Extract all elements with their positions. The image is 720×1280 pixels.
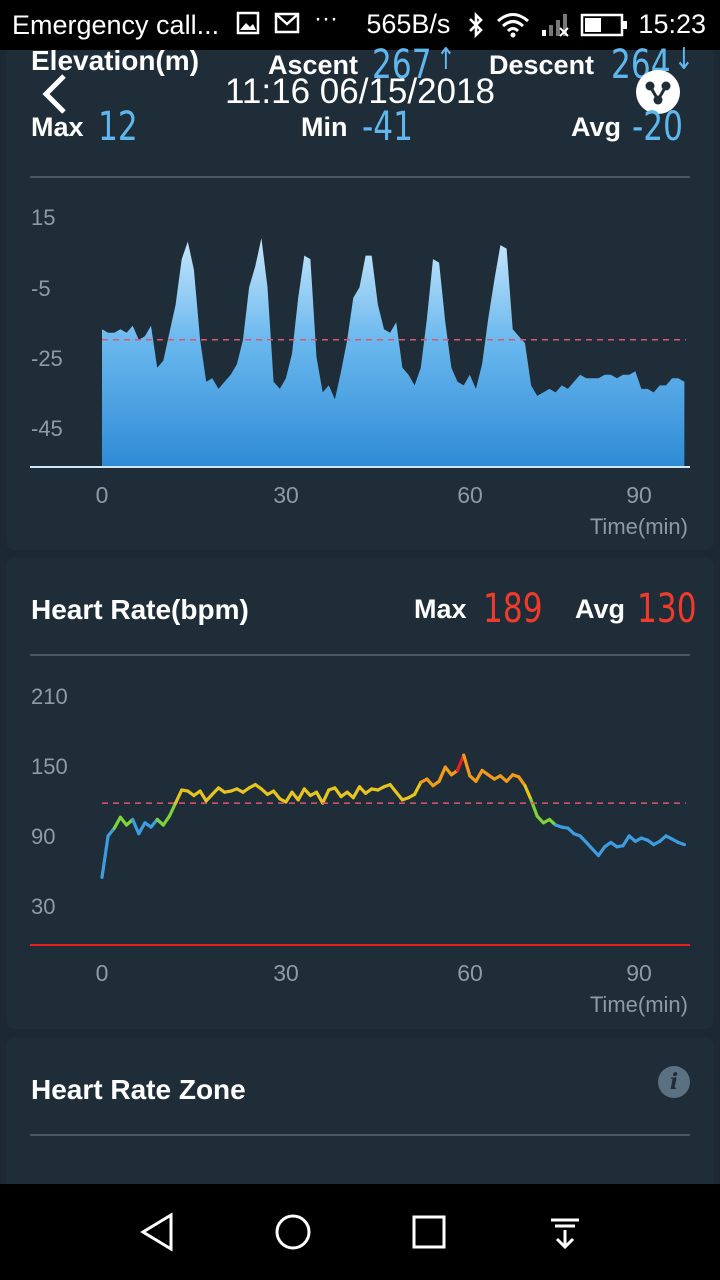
heart-rate-zone-card <box>6 1037 714 1185</box>
elevation-x-tick: 0 <box>95 482 109 508</box>
share-button[interactable] <box>636 70 680 114</box>
heart-rate-segment <box>394 790 404 802</box>
elevation-area <box>102 238 685 466</box>
wifi-icon <box>497 12 530 37</box>
heart-rate-segment <box>621 834 631 848</box>
heart-rate-segment <box>296 787 306 802</box>
heart-rate-y-tick: 210 <box>31 684 68 709</box>
heart-rate-max-value: 189 <box>483 586 543 632</box>
heart-rate-card <box>6 557 714 1029</box>
heart-rate-segment <box>198 789 208 803</box>
heart-rate-segment <box>351 785 362 800</box>
share-icon <box>645 81 671 105</box>
heart-rate-segment <box>161 814 171 827</box>
status-notification-title: Emergency call... <box>12 10 220 40</box>
heart-rate-segment <box>321 788 331 805</box>
heart-rate-x-unit: Time(min) <box>589 992 688 1017</box>
signal-icon <box>542 13 570 37</box>
heart-rate-segment <box>529 798 539 818</box>
heart-rate-title: Heart Rate(bpm) <box>31 594 249 625</box>
more-notifications-icon: ··· <box>314 5 338 32</box>
heart-rate-x-tick: 90 <box>626 960 652 986</box>
heart-rate-segment <box>523 784 533 802</box>
image-notification-icon <box>236 11 260 35</box>
heart-rate-segment <box>474 768 484 783</box>
heart-rate-y-tick: 90 <box>31 824 56 849</box>
navigation-bar <box>0 1184 720 1280</box>
network-speed: 565B/s <box>366 9 451 39</box>
back-triangle-icon[interactable] <box>127 1202 187 1262</box>
heart-rate-x-tick: 0 <box>95 960 109 986</box>
elevation-min-label: Min <box>301 112 348 142</box>
chevron-left-icon <box>42 74 66 114</box>
notification-pull-icon[interactable] <box>535 1202 595 1262</box>
heart-rate-divider <box>30 654 690 656</box>
battery-icon <box>581 13 628 36</box>
heart-rate-segment <box>167 801 178 818</box>
heart-rate-segment <box>455 753 466 773</box>
zone-divider <box>30 1134 690 1136</box>
heart-rate-segment <box>596 845 607 858</box>
ascent-value: 267 <box>372 42 432 88</box>
elevation-max-label: Max <box>31 112 84 142</box>
heart-rate-segment <box>174 788 184 805</box>
heart-rate-avg-value: 130 <box>637 586 697 632</box>
heart-rate-segment <box>333 786 343 799</box>
elevation-x-tick: 30 <box>273 482 299 508</box>
heart-rate-chart <box>30 753 690 946</box>
heart-rate-segment <box>462 753 472 778</box>
elevation-avg-label: Avg <box>571 112 622 142</box>
elevation-x-tick: 60 <box>457 482 483 508</box>
elevation-x-unit: Time(min) <box>589 514 688 539</box>
heart-rate-zone-title: Heart Rate Zone <box>31 1074 246 1105</box>
heart-rate-segment <box>149 817 159 829</box>
ascent-arrow-icon: ↑ <box>436 42 456 77</box>
ascent-label: Ascent <box>268 50 359 80</box>
elevation-max-value: 12 <box>98 104 138 150</box>
heart-rate-segment <box>314 790 325 805</box>
heart-rate-segment <box>413 780 423 797</box>
elevation-min-value: -41 <box>362 104 413 150</box>
elevation-y-tick: -5 <box>31 276 51 301</box>
heart-rate-segment <box>388 782 398 794</box>
recents-square-icon[interactable] <box>399 1202 459 1262</box>
heart-rate-max-label: Max <box>414 594 467 624</box>
descent-arrow-icon: ↓ <box>674 42 694 77</box>
info-icon[interactable]: i <box>658 1066 690 1098</box>
elevation-chart <box>30 238 690 468</box>
heart-rate-segment <box>284 790 294 804</box>
heart-rate-y-tick: 30 <box>31 894 56 919</box>
clock: 15:23 <box>638 9 706 39</box>
heart-rate-avg-label: Avg <box>575 594 626 624</box>
heart-rate-segment <box>106 826 116 838</box>
elevation-x-tick: 90 <box>626 482 652 508</box>
heart-rate-segment <box>112 815 123 830</box>
heart-rate-segment <box>272 789 282 801</box>
heart-rate-segment <box>443 765 453 777</box>
bluetooth-icon <box>469 11 484 38</box>
elevation-title: Elevation(m) <box>31 45 200 76</box>
elevation-avg-value: -20 <box>632 104 683 150</box>
heart-rate-x-tick: 30 <box>273 960 299 986</box>
home-circle-icon[interactable] <box>263 1202 323 1262</box>
workout-datetime: 11:16 06/15/2018 <box>225 72 495 111</box>
back-button[interactable] <box>38 70 78 118</box>
heart-rate-segment <box>517 775 527 788</box>
elevation-y-tick: -45 <box>31 416 63 441</box>
heart-rate-segment <box>437 765 447 783</box>
heart-rate-segment <box>676 840 687 847</box>
elevation-y-tick: -25 <box>31 346 63 371</box>
heart-rate-y-tick: 150 <box>31 754 68 779</box>
mail-notification-icon <box>274 12 300 34</box>
heart-rate-segment <box>137 821 147 836</box>
heart-rate-segment <box>118 815 129 827</box>
elevation-divider <box>30 176 690 178</box>
heart-rate-segment <box>131 817 141 836</box>
heart-rate-x-tick: 60 <box>457 960 483 986</box>
descent-label: Descent <box>489 50 595 80</box>
heart-rate-segment <box>100 834 110 879</box>
elevation-y-tick: 15 <box>31 205 56 230</box>
status-bar: Emergency call... ··· 565B/s <box>0 0 720 50</box>
